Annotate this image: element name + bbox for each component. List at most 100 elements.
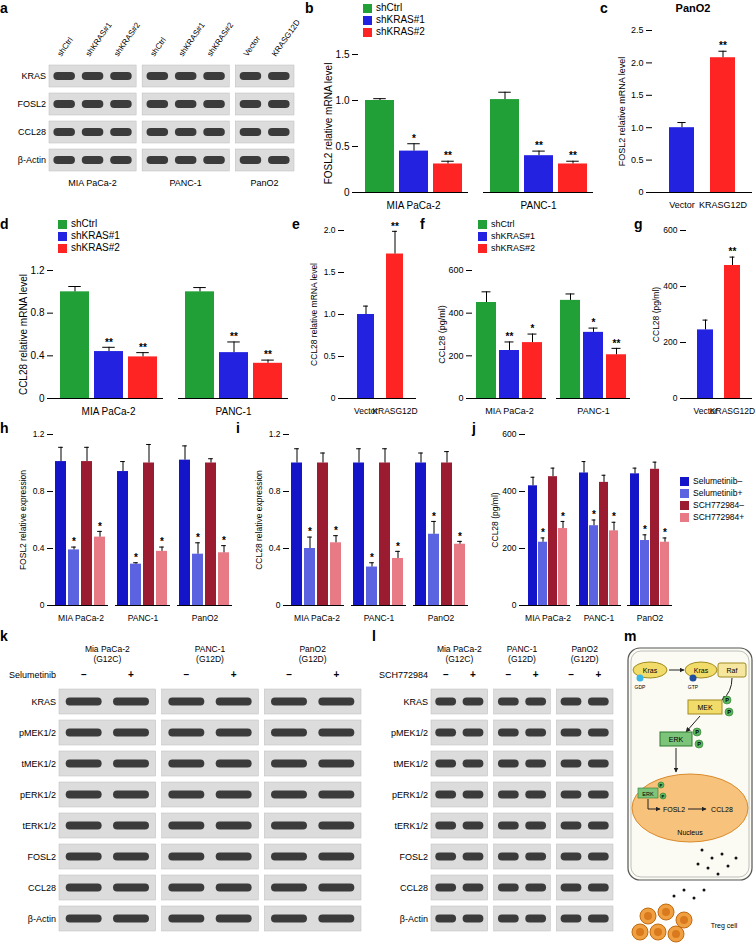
svg-text:200: 200 xyxy=(448,351,463,361)
svg-text:CCL28: CCL28 xyxy=(400,883,428,893)
svg-text:**: ** xyxy=(569,150,577,161)
svg-text:(G12D): (G12D) xyxy=(571,654,599,664)
svg-text:*: * xyxy=(72,536,76,547)
svg-text:MIA PaCa-2: MIA PaCa-2 xyxy=(525,613,571,623)
svg-text:PanO2: PanO2 xyxy=(251,178,279,188)
svg-text:2.0: 2.0 xyxy=(324,225,336,235)
svg-text:**: ** xyxy=(139,342,147,353)
svg-text:CCL28 relative mRNA level: CCL28 relative mRNA level xyxy=(18,274,29,395)
svg-text:*: * xyxy=(663,527,667,538)
svg-text:0: 0 xyxy=(638,187,643,197)
svg-text:2.5: 2.5 xyxy=(631,25,644,35)
svg-text:600: 600 xyxy=(448,265,463,275)
svg-text:(G12D): (G12D) xyxy=(299,654,327,664)
svg-text:P: P xyxy=(695,729,699,735)
svg-text:CCL28 (pg/ml): CCL28 (pg/ml) xyxy=(437,305,447,364)
svg-text:Treg cell: Treg cell xyxy=(711,922,738,930)
svg-text:Raf: Raf xyxy=(727,667,738,674)
svg-text:PanO2: PanO2 xyxy=(192,613,219,623)
svg-text:CCL28 relative expression: CCL28 relative expression xyxy=(254,470,264,570)
svg-text:1.2: 1.2 xyxy=(33,429,45,439)
svg-text:400: 400 xyxy=(448,308,463,318)
svg-text:FOSL2 relative mRNA level: FOSL2 relative mRNA level xyxy=(323,63,334,185)
svg-text:P: P xyxy=(662,794,665,799)
svg-text:1.2: 1.2 xyxy=(31,265,45,276)
svg-text:*: * xyxy=(643,524,647,535)
svg-text:PanO2: PanO2 xyxy=(428,613,455,623)
svg-text:Mia PaCa-2: Mia PaCa-2 xyxy=(437,644,482,654)
svg-text:PANC-1: PANC-1 xyxy=(521,200,557,211)
svg-text:KRAS: KRAS xyxy=(31,697,56,707)
svg-text:PANC-1: PANC-1 xyxy=(577,406,609,416)
svg-text:**: ** xyxy=(535,140,543,151)
svg-text:tERK1/2: tERK1/2 xyxy=(394,821,428,831)
svg-text:FOSL2: FOSL2 xyxy=(17,99,46,109)
svg-text:Selumetinib: Selumetinib xyxy=(9,670,56,680)
svg-text:KRASG12D: KRASG12D xyxy=(270,18,302,58)
svg-text:PANC-1: PANC-1 xyxy=(507,644,538,654)
svg-text:0: 0 xyxy=(39,393,45,404)
svg-text:β-Actin: β-Actin xyxy=(28,914,56,924)
svg-text:MIA PaCa-2: MIA PaCa-2 xyxy=(58,613,104,623)
svg-text:CCL28: CCL28 xyxy=(18,127,46,137)
svg-text:MIA PaCa-2: MIA PaCa-2 xyxy=(82,406,136,417)
svg-text:Vector: Vector xyxy=(242,34,263,58)
svg-text:**: ** xyxy=(391,221,399,232)
svg-text:*: * xyxy=(370,552,374,563)
svg-text:SCH772984: SCH772984 xyxy=(379,670,428,680)
svg-text:KRAS: KRAS xyxy=(21,71,46,81)
svg-text:ERK: ERK xyxy=(669,736,684,743)
svg-text:KRASG12D: KRASG12D xyxy=(699,200,748,210)
svg-text:P: P xyxy=(697,741,701,747)
svg-text:P: P xyxy=(660,783,663,788)
svg-text:Vector: Vector xyxy=(669,200,695,210)
svg-text:Mia PaCa-2: Mia PaCa-2 xyxy=(85,644,130,654)
svg-text:*: * xyxy=(308,526,312,537)
svg-text:MIA PaCa-2: MIA PaCa-2 xyxy=(387,200,441,211)
svg-text:–: – xyxy=(184,669,190,680)
svg-text:0.8: 0.8 xyxy=(269,486,281,496)
svg-text:+: + xyxy=(533,669,539,680)
svg-text:0.4: 0.4 xyxy=(269,543,281,553)
svg-text:400: 400 xyxy=(502,486,516,496)
svg-text:*: * xyxy=(531,323,535,334)
svg-text:PANC-1: PANC-1 xyxy=(216,406,252,417)
svg-text:pERK1/2: pERK1/2 xyxy=(20,790,56,800)
svg-text:**: ** xyxy=(719,40,727,51)
svg-text:MIA PaCa-2: MIA PaCa-2 xyxy=(294,613,340,623)
svg-text:0.5: 0.5 xyxy=(336,141,350,152)
svg-text:CCL28 relative mRNA level: CCL28 relative mRNA level xyxy=(309,263,319,366)
svg-text:*: * xyxy=(612,511,616,522)
svg-text:FOSL2 relative expression: FOSL2 relative expression xyxy=(18,470,28,570)
svg-text:0.8: 0.8 xyxy=(33,486,45,496)
svg-text:*: * xyxy=(396,541,400,552)
svg-text:P: P xyxy=(727,709,731,715)
svg-text:FOSL2: FOSL2 xyxy=(27,852,56,862)
svg-text:*: * xyxy=(134,552,138,563)
svg-text:–: – xyxy=(286,669,292,680)
svg-text:*: * xyxy=(412,133,416,144)
svg-text:(G12D): (G12D) xyxy=(196,654,224,664)
svg-text:1.5: 1.5 xyxy=(631,90,644,100)
svg-text:CCL28: CCL28 xyxy=(28,883,56,893)
svg-text:shKRAS#2: shKRAS#2 xyxy=(205,20,235,58)
svg-text:pERK1/2: pERK1/2 xyxy=(392,790,428,800)
svg-text:*: * xyxy=(98,521,102,532)
svg-text:KRASG12D: KRASG12D xyxy=(372,406,417,416)
svg-text:(G12C): (G12C) xyxy=(445,654,473,664)
svg-text:*: * xyxy=(458,531,462,542)
svg-text:–: – xyxy=(443,669,449,680)
svg-text:PANC-1: PANC-1 xyxy=(364,613,395,623)
svg-text:shCtrl: shCtrl xyxy=(149,36,168,58)
svg-text:+: + xyxy=(231,669,237,680)
svg-text:1.0: 1.0 xyxy=(336,95,350,106)
svg-text:–: – xyxy=(506,669,512,680)
svg-text:shKRAS#1: shKRAS#1 xyxy=(84,20,114,58)
svg-text:0.5: 0.5 xyxy=(631,155,644,165)
svg-text:0: 0 xyxy=(344,187,350,198)
svg-text:**: ** xyxy=(613,338,621,349)
svg-text:PanO2: PanO2 xyxy=(571,644,598,654)
svg-text:tERK1/2: tERK1/2 xyxy=(22,821,56,831)
svg-text:CCL28: CCL28 xyxy=(711,806,733,813)
svg-text:tMEK1/2: tMEK1/2 xyxy=(21,759,56,769)
